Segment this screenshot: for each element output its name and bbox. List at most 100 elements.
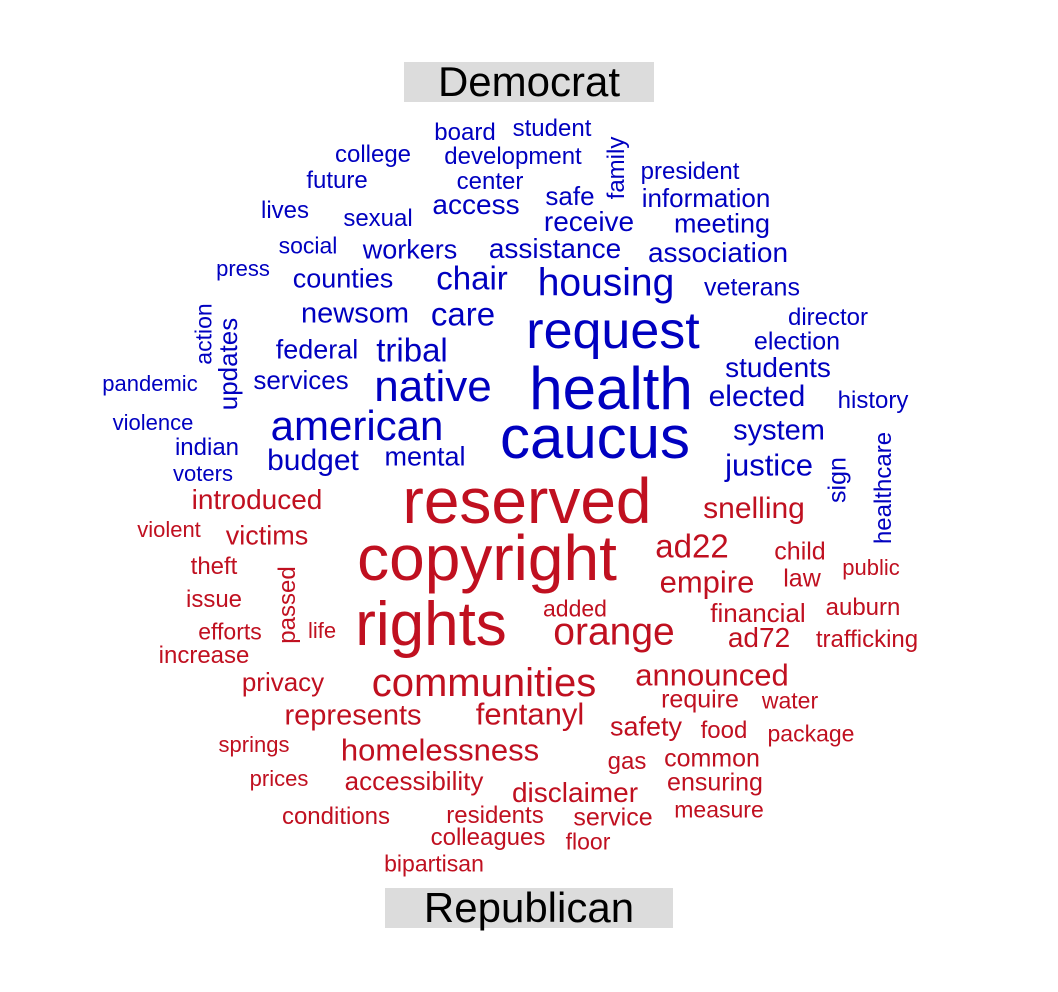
word-safe: safe: [545, 181, 595, 211]
word-pandemic: pandemic: [102, 371, 198, 396]
word-added: added: [543, 595, 607, 622]
word-reserved: reserved: [402, 465, 652, 537]
word-services: services: [253, 365, 349, 395]
word-college: college: [334, 141, 412, 168]
word-healthcare: healthcare: [870, 431, 897, 545]
word-elected: elected: [708, 380, 806, 413]
word-violent: violent: [137, 517, 201, 542]
word-chair: chair: [436, 259, 508, 297]
word-newsom: newsom: [301, 297, 409, 330]
word-center: center: [456, 168, 524, 195]
word-disclaimer: disclaimer: [511, 777, 639, 808]
word-association: association: [647, 237, 789, 268]
word-ensuring: ensuring: [667, 768, 763, 797]
word-conditions: conditions: [281, 803, 391, 830]
word-care: care: [430, 295, 496, 333]
word-safety: safety: [609, 711, 683, 742]
word-empire: empire: [659, 564, 755, 600]
word-food: food: [700, 717, 748, 744]
word-law: law: [783, 564, 821, 593]
word-life: life: [307, 618, 337, 643]
word-efforts: efforts: [198, 618, 262, 645]
word-prices: prices: [249, 766, 309, 791]
word-financial: financial: [710, 598, 806, 628]
word-announced: announced: [635, 657, 789, 693]
word-communities: communities: [371, 661, 597, 705]
word-trafficking: trafficking: [815, 626, 919, 653]
word-ad22: ad22: [655, 527, 729, 565]
word-springs: springs: [218, 732, 290, 757]
word-meeting: meeting: [673, 208, 771, 239]
word-tribal: tribal: [376, 331, 448, 369]
word-president: president: [640, 158, 740, 185]
word-floor: floor: [565, 828, 611, 855]
word-budget: budget: [267, 444, 359, 477]
word-indian: indian: [174, 434, 240, 461]
republican-label: Republican: [385, 887, 673, 929]
word-represents: represents: [284, 699, 422, 732]
word-child: child: [774, 537, 826, 566]
word-measure: measure: [674, 796, 764, 823]
word-increase: increase: [158, 642, 250, 669]
word-housing: housing: [537, 261, 675, 305]
word-future: future: [306, 167, 368, 194]
word-package: package: [767, 720, 855, 747]
word-development: development: [444, 143, 582, 170]
democrat-label: Democrat: [404, 61, 654, 103]
word-counties: counties: [292, 263, 394, 294]
word-snelling: snelling: [703, 492, 805, 525]
word-justice: justice: [725, 447, 813, 483]
word-service: service: [573, 803, 653, 832]
word-information: information: [641, 183, 771, 213]
word-director: director: [787, 304, 869, 331]
word-election: election: [753, 327, 841, 356]
word-residents: residents: [446, 802, 544, 829]
word-violence: violence: [112, 410, 194, 435]
word-receive: receive: [543, 206, 635, 237]
word-updates: updates: [213, 317, 243, 411]
word-gas: gas: [607, 748, 647, 775]
word-public: public: [842, 555, 900, 580]
word-assistance: assistance: [488, 233, 622, 264]
word-request: request: [526, 302, 700, 360]
word-victims: victims: [225, 520, 309, 551]
word-auburn: auburn: [825, 594, 901, 621]
word-social: social: [278, 232, 338, 259]
word-american: american: [270, 402, 444, 449]
word-access: access: [432, 189, 520, 220]
word-colleagues: colleagues: [430, 824, 546, 851]
word-common: common: [664, 744, 760, 773]
word-history: history: [837, 387, 909, 414]
word-family: family: [603, 136, 630, 200]
word-lives: lives: [260, 197, 310, 224]
word-sign: sign: [823, 457, 852, 503]
word-students: students: [725, 352, 831, 383]
word-native: native: [374, 362, 492, 411]
word-press: press: [216, 256, 270, 281]
word-ad72: ad72: [727, 622, 791, 653]
word-health: health: [529, 355, 693, 422]
word-accessibility: accessibility: [344, 766, 484, 796]
word-theft: theft: [190, 553, 238, 580]
word-fentanyl: fentanyl: [475, 696, 585, 732]
word-student: student: [512, 115, 592, 142]
word-system: system: [733, 414, 825, 447]
word-water: water: [761, 687, 819, 714]
word-federal: federal: [275, 334, 359, 365]
word-issue: issue: [185, 586, 243, 613]
word-mental: mental: [384, 441, 466, 472]
word-introduced: introduced: [191, 484, 323, 515]
word-bipartisan: bipartisan: [384, 850, 484, 877]
word-workers: workers: [362, 234, 458, 265]
word-copyright: copyright: [357, 522, 617, 594]
word-caucus: caucus: [499, 404, 691, 471]
word-require: require: [661, 685, 739, 714]
word-homelessness: homelessness: [340, 732, 540, 768]
word-rights: rights: [355, 590, 507, 659]
word-orange: orange: [553, 610, 675, 654]
word-veterans: veterans: [704, 273, 800, 302]
word-voters: voters: [173, 461, 233, 486]
word-passed: passed: [274, 566, 301, 644]
word-board: board: [434, 119, 496, 146]
word-sexual: sexual: [343, 205, 413, 232]
